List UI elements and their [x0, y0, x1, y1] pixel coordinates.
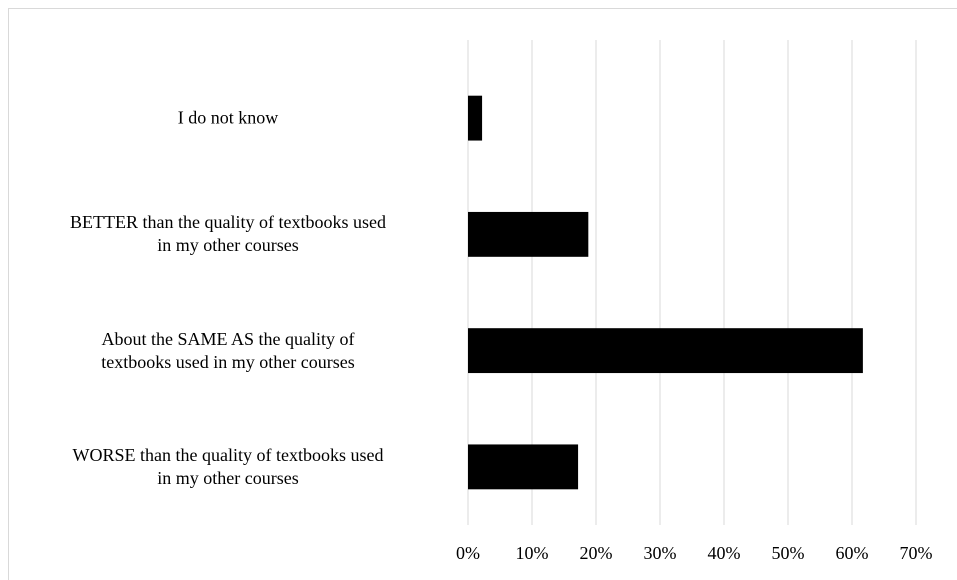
x-tick-label: 50%: [772, 543, 805, 563]
chart-border: [8, 8, 957, 580]
x-tick-label: 40%: [708, 543, 741, 563]
x-tick-label: 20%: [580, 543, 613, 563]
bar: [468, 211, 589, 257]
x-tick-label: 30%: [644, 543, 677, 563]
y-tick-label: About the SAME AS the quality of textboo…: [101, 328, 355, 372]
x-tick-label: 10%: [516, 543, 549, 563]
bar: [468, 444, 579, 490]
x-tick-label: 70%: [900, 543, 933, 563]
y-tick-label: WORSE than the quality of textbooks used…: [72, 444, 384, 488]
y-tick-label: BETTER than the quality of textbooks use…: [70, 212, 386, 256]
y-tick-label: I do not know: [177, 107, 279, 128]
x-tick-label: 0%: [456, 543, 480, 563]
bar: [468, 95, 483, 141]
bar: [468, 328, 863, 374]
x-tick-label: 60%: [836, 543, 869, 563]
